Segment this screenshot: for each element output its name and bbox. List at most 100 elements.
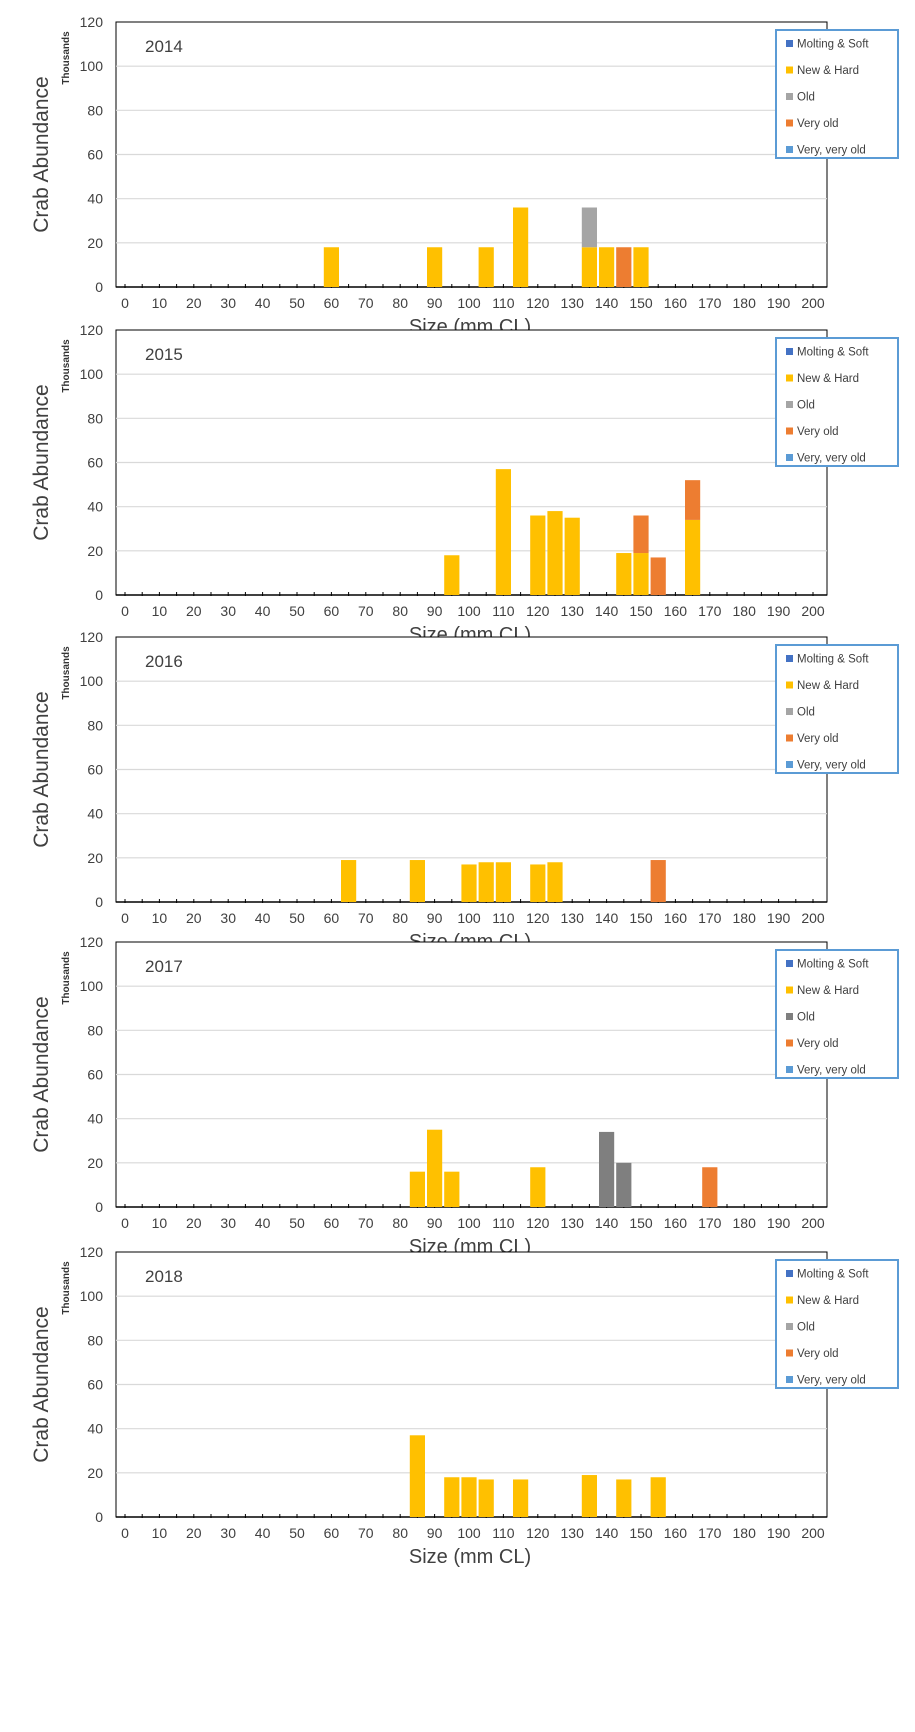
legend-swatch (786, 1066, 793, 1073)
x-tick-label: 70 (358, 1215, 374, 1231)
x-tick-label: 60 (324, 910, 340, 926)
legend: Molting & Soft New & Hard Old Very old Very,… (775, 949, 899, 1079)
y-tick-label: 0 (95, 1509, 103, 1525)
x-tick-label: 180 (733, 295, 757, 311)
x-tick-label: 100 (457, 603, 481, 619)
legend-swatch (786, 66, 793, 74)
x-tick-label: 200 (801, 1525, 825, 1541)
x-tick-label: 100 (457, 295, 481, 311)
x-tick-label: 60 (324, 603, 340, 619)
y-axis-title: Crab Abundance (30, 691, 53, 847)
x-tick-label: 70 (358, 1525, 374, 1541)
x-tick-label: 130 (561, 910, 585, 926)
legend-entry: New & Hard (797, 985, 859, 997)
legend-swatch (786, 427, 793, 435)
chart-panel-2014: 0 20 40 60 80 100 120 0 10 20 30 40 50 60 70 80 90 100 110… (30, 14, 899, 338)
legend-entry: Old (797, 400, 815, 412)
legend-swatch (786, 93, 793, 100)
x-tick-label: 150 (629, 910, 653, 926)
y-tick-label: 0 (95, 894, 103, 910)
bar-very-old (650, 557, 666, 595)
x-tick-label: 20 (186, 603, 202, 619)
legend-swatch (786, 1039, 793, 1047)
y-unit-label: Thousands (61, 339, 72, 393)
y-tick-label: 80 (87, 102, 103, 118)
bar-new-hard (409, 860, 425, 902)
x-tick-label: 30 (220, 1215, 236, 1231)
x-tick-label: 50 (289, 1525, 305, 1541)
legend-swatch (786, 1013, 793, 1020)
x-tick-label: 110 (492, 1525, 515, 1541)
x-tick-label: 50 (289, 603, 305, 619)
legend-swatch (786, 374, 793, 382)
bar-very-old (685, 480, 701, 520)
y-unit-label: Thousands (61, 31, 72, 85)
bar-new-hard (513, 207, 529, 287)
x-tick-label: 130 (561, 1525, 585, 1541)
legend-entry: Very, very old (797, 1375, 866, 1387)
legend-entry: Molting & Soft (797, 959, 869, 971)
legend-swatch (786, 119, 793, 127)
x-tick-label: 60 (324, 1215, 340, 1231)
y-tick-label: 80 (87, 717, 103, 733)
bar-new-hard (564, 517, 580, 595)
x-tick-label: 160 (664, 603, 688, 619)
y-tick-label: 100 (80, 58, 104, 74)
x-tick-label: 0 (121, 910, 129, 926)
x-tick-label: 40 (255, 910, 271, 926)
x-tick-label: 200 (801, 910, 825, 926)
x-tick-label: 80 (392, 910, 408, 926)
x-tick-label: 90 (427, 603, 443, 619)
legend-box (775, 337, 899, 467)
x-tick-label: 30 (220, 1525, 236, 1541)
x-tick-label: 190 (767, 1215, 791, 1231)
x-tick-label: 0 (121, 295, 129, 311)
legend: Molting & Soft New & Hard Old Very old Very,… (775, 1259, 899, 1389)
y-tick-label: 60 (87, 762, 103, 778)
y-unit-label: Thousands (61, 951, 72, 1005)
legend: Molting & Soft New & Hard Old Very old Very,… (775, 29, 899, 159)
x-tick-label: 20 (186, 910, 202, 926)
y-axis-title: Crab Abundance (30, 996, 53, 1152)
bar-new-hard (581, 247, 597, 287)
legend-entry: Molting & Soft (797, 39, 869, 51)
x-tick-label: 180 (733, 1525, 757, 1541)
x-tick-label: 20 (186, 295, 202, 311)
bar-new-hard (444, 1477, 460, 1517)
x-tick-label: 110 (492, 910, 515, 926)
y-tick-label: 0 (95, 587, 103, 603)
x-tick-label: 200 (801, 295, 825, 311)
y-tick-label: 40 (87, 191, 103, 207)
x-tick-label: 150 (629, 1215, 653, 1231)
legend-entry: Old (797, 1322, 815, 1334)
x-tick-label: 10 (152, 1525, 168, 1541)
x-tick-label: 0 (121, 603, 129, 619)
legend-swatch (786, 1296, 793, 1304)
bar-very-old (702, 1167, 718, 1207)
x-tick-label: 30 (220, 603, 236, 619)
y-tick-label: 40 (87, 806, 103, 822)
x-tick-label: 180 (733, 603, 757, 619)
x-tick-label: 40 (255, 1525, 271, 1541)
bar-new-hard (530, 864, 546, 902)
x-tick-label: 70 (358, 295, 374, 311)
y-tick-label: 100 (80, 366, 104, 382)
y-tick-label: 20 (87, 543, 103, 559)
chart-panel-2018: 0 20 40 60 80 100 120 0 10 20 30 40 50 60 70 80 90 100 110… (30, 1244, 899, 1568)
x-tick-label: 60 (324, 1525, 340, 1541)
x-tick-label: 190 (767, 1525, 791, 1541)
bar-new-hard (581, 1475, 597, 1517)
legend-entry: Very, very old (797, 760, 866, 772)
x-tick-label: 40 (255, 1215, 271, 1231)
x-tick-label: 180 (733, 1215, 757, 1231)
legend-swatch (786, 401, 793, 408)
legend-entry: Old (797, 707, 815, 719)
legend-box (775, 29, 899, 159)
x-tick-label: 120 (526, 1215, 550, 1231)
bar-new-hard (444, 1171, 460, 1207)
x-tick-label: 130 (561, 603, 585, 619)
year-label: 2014 (145, 37, 183, 56)
x-tick-label: 170 (698, 603, 722, 619)
x-tick-label: 150 (629, 1525, 653, 1541)
x-tick-label: 110 (492, 295, 515, 311)
